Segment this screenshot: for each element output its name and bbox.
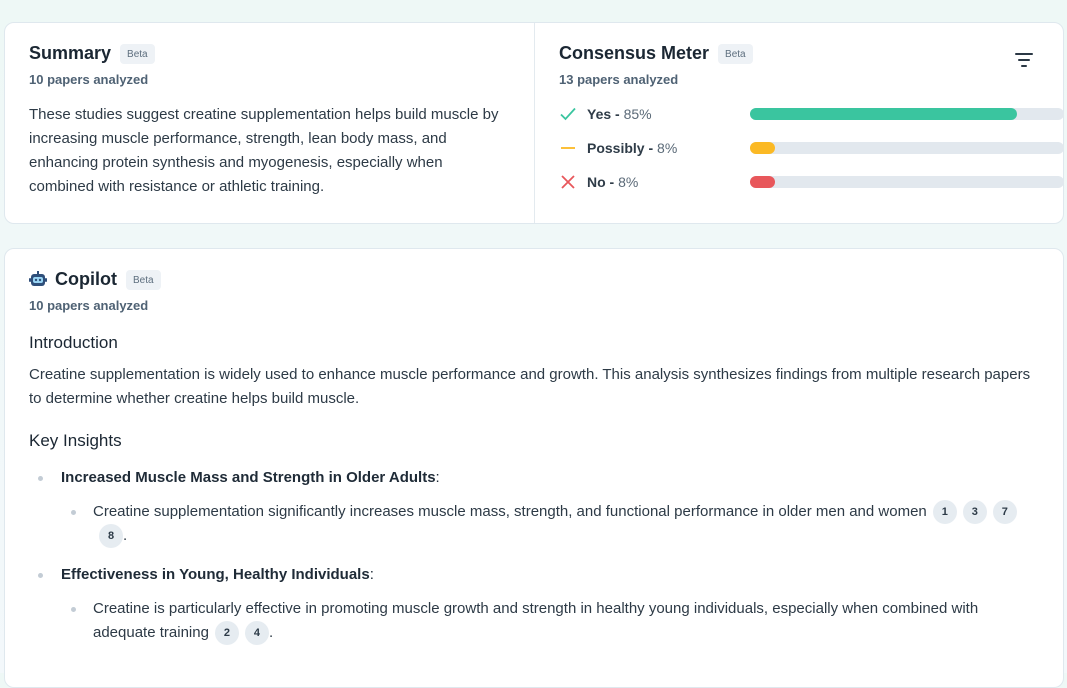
copilot-title: Copilot: [55, 269, 117, 289]
insight-detail-list: Creatine supplementation significantly i…: [61, 500, 1039, 549]
citation-badge[interactable]: 1: [932, 500, 957, 525]
copilot-header: Copilot Beta: [29, 269, 1039, 290]
summary-header: Summary Beta: [29, 43, 510, 64]
citation-badge[interactable]: 2: [214, 621, 239, 646]
meter-header: Consensus Meter Beta: [559, 43, 1039, 64]
dash-icon: [559, 139, 577, 157]
beta-badge: Beta: [120, 43, 155, 64]
copilot-papers-count: 10 papers analyzed: [29, 298, 149, 313]
consensus-meter-panel: Consensus Meter Beta 13 papers analyzed …: [535, 23, 1064, 223]
meter-label-no: No - 8%: [587, 174, 639, 190]
meter-bar-possibly: [750, 142, 1064, 154]
meter-title: Consensus Meter: [559, 43, 710, 63]
key-insights-heading: Key Insights: [29, 431, 122, 450]
meter-label-possibly: Possibly - 8%: [587, 140, 678, 156]
introduction-heading: Introduction: [29, 333, 118, 352]
meter-papers-count: 13 papers analyzed: [559, 72, 679, 87]
copilot-card: Copilot Beta 10 papers analyzed Introduc…: [4, 248, 1064, 688]
introduction-text: Creatine supplementation is widely used …: [29, 366, 1031, 407]
citation-badge[interactable]: 3: [962, 500, 987, 525]
insight-detail-list: Creatine is particularly effective in pr…: [61, 597, 1039, 646]
top-card: Summary Beta 10 papers analyzed These st…: [4, 22, 1064, 224]
meter-row-yes: Yes - 85%: [559, 97, 1064, 131]
beta-badge: Beta: [718, 43, 753, 64]
meter-row-possibly: Possibly - 8%: [559, 131, 1064, 165]
insight-detail-text: Creatine supplementation significantly i…: [93, 503, 927, 520]
insight-detail: Creatine is particularly effective in pr…: [61, 597, 1039, 646]
insight-title: Increased Muscle Mass and Strength in Ol…: [61, 469, 436, 486]
x-icon: [559, 173, 577, 191]
insights-list: Increased Muscle Mass and Strength in Ol…: [29, 469, 1039, 646]
insight-detail-text: Creatine is particularly effective in pr…: [93, 600, 979, 642]
filter-icon[interactable]: [1015, 53, 1033, 67]
insight-detail: Creatine supplementation significantly i…: [61, 500, 1039, 549]
insight-title: Effectiveness in Young, Healthy Individu…: [61, 566, 370, 584]
citation-badge[interactable]: 4: [244, 621, 269, 646]
meter-row-no: No - 8%: [559, 165, 1064, 199]
meter-bar-no: [750, 176, 1064, 188]
citation-badge[interactable]: 8: [99, 524, 123, 549]
summary-panel: Summary Beta 10 papers analyzed These st…: [5, 23, 535, 223]
meter-label-yes: Yes - 85%: [587, 106, 652, 122]
check-icon: [559, 105, 577, 123]
summary-text: These studies suggest creatine supplemen…: [29, 106, 499, 195]
insight-item: Increased Muscle Mass and Strength in Ol…: [29, 469, 1039, 549]
summary-title: Summary: [29, 43, 112, 63]
robot-icon: [29, 270, 47, 286]
citation-badge[interactable]: 7: [992, 500, 1017, 525]
beta-badge: Beta: [125, 269, 161, 290]
summary-papers-count: 10 papers analyzed: [29, 72, 149, 87]
meter-bar-yes: [750, 108, 1064, 120]
insight-item: Effectiveness in Young, Healthy Individu…: [29, 566, 1039, 646]
meter-rows: Yes - 85% Possibly - 8% No - 8%: [559, 97, 1064, 199]
